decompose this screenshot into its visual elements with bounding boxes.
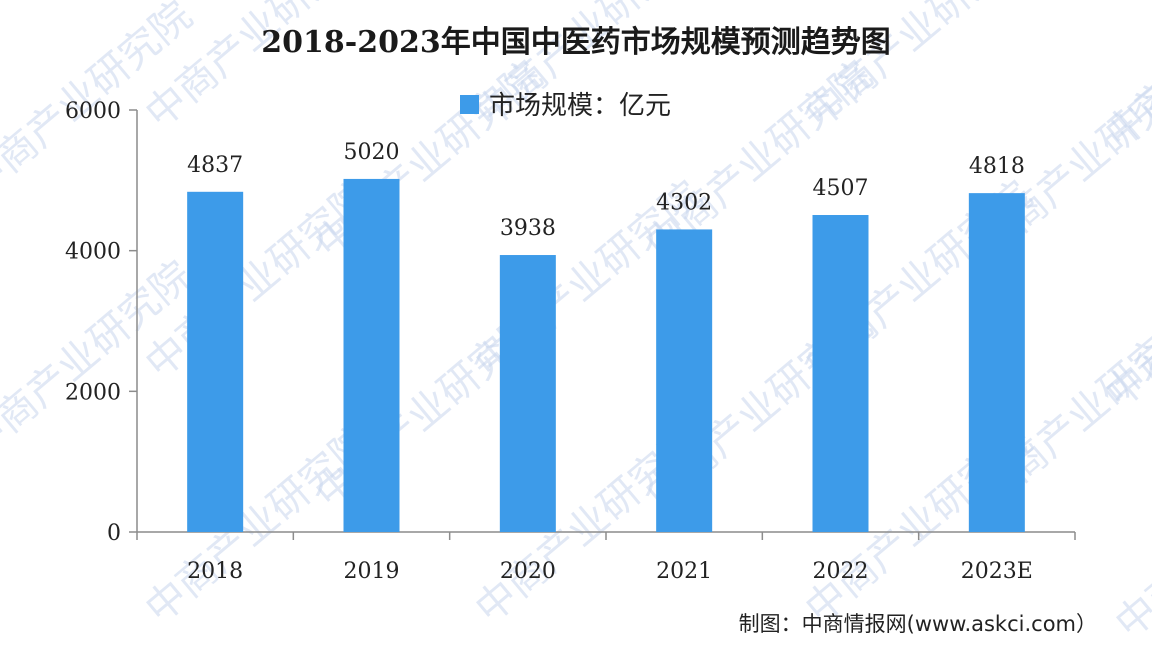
bar-2021 [656,229,713,532]
data-label: 4507 [813,176,869,201]
x-tick-label: 2020 [500,559,556,584]
data-label: 4818 [969,154,1025,179]
y-tick-label: 4000 [65,240,121,265]
data-label: 4302 [656,190,712,215]
y-tick-label: 0 [107,521,121,546]
data-label: 5020 [344,140,400,165]
x-tick-label: 2018 [187,559,243,584]
x-tick-label: 2022 [813,559,869,584]
bar-2019 [343,178,400,532]
source-note: 制图：中商情报网(www.askci.com） [739,612,1097,636]
data-label: 4837 [187,153,243,178]
bar-2018 [187,191,244,532]
legend-swatch [460,95,479,114]
bars [187,178,1025,532]
bar-2023e [968,193,1025,532]
bar-2022 [812,215,869,532]
data-labels: 4837 5020 3938 4302 4507 4818 [187,140,1025,241]
y-axis: 0 2000 4000 6000 [65,99,138,546]
legend-label: 市场规模：亿元 [489,91,671,121]
chart-title: 2018-2023年中国中医药市场规模预测趋势图 [261,25,890,60]
x-tick-label: 2021 [656,559,712,584]
x-tick-label: 2019 [344,559,400,584]
data-label: 3938 [500,216,556,241]
watermark-text: 中商产业研究院 [1107,432,1152,647]
y-tick-label: 6000 [65,99,121,124]
legend: 市场规模：亿元 [460,91,671,121]
x-tick-label: 2023E [961,559,1033,584]
y-tick-label: 2000 [65,380,121,405]
x-axis: 2018 2019 2020 2021 2022 2023E [136,531,1076,584]
bar-2020 [499,255,556,532]
